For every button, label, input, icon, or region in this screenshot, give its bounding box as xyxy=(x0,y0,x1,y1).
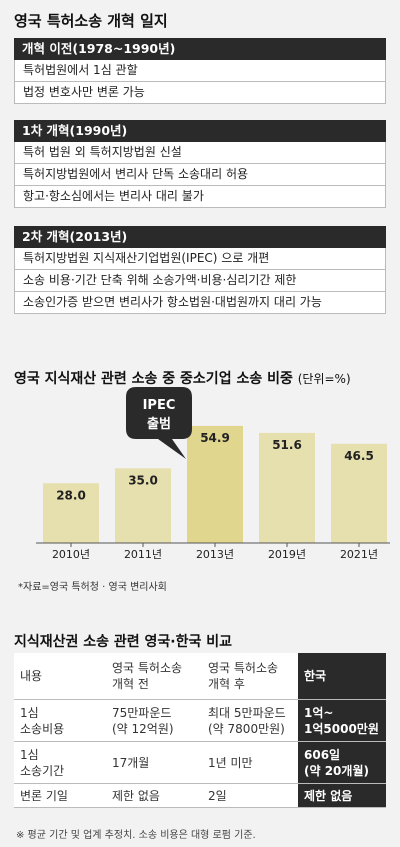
chart-title-text: 영국 지식재산 관련 소송 중 중소기업 소송 비중 xyxy=(14,371,293,387)
bar-value-label: 51.6 xyxy=(272,438,302,452)
bar-2019년 xyxy=(259,432,315,543)
table-cell: 606일 (약 20개월) xyxy=(298,741,386,784)
table-header-cell: 내용 xyxy=(14,653,106,700)
history-item: 특허지방법원 지식재산기업법원(IPEC) 으로 개편 xyxy=(14,248,386,270)
history-item: 항고·항소심에서는 변리사 대리 불가 xyxy=(14,186,386,208)
history-item: 특허 법원 외 특허지방법원 신설 xyxy=(14,142,386,164)
comparison-title: 지식재산권 소송 관련 영국·한국 비교 xyxy=(14,634,233,650)
bar-2013년 xyxy=(187,425,243,543)
history-item: 소송인가증 받으면 변리사가 항소법원·대법원까지 대리 가능 xyxy=(14,292,386,314)
table-row: 1심 소송비용 75만파운드 (약 12억원) 최대 5만파운드 (약 7800만원) 1억… xyxy=(14,699,386,742)
table-cell: 최대 5만파운드 (약 7800만원) xyxy=(202,699,298,742)
history-item: 특허법원에서 1심 관할 xyxy=(14,60,386,82)
bar-2010년 xyxy=(43,483,99,543)
table-cell: 75만파운드 (약 12억원) xyxy=(106,699,202,742)
x-tick-label: 2013년 xyxy=(196,548,234,561)
table-cell: 1억~ 1억5000만원 xyxy=(298,699,386,742)
history-section-2: 1차 개혁(1990년) 특허 법원 외 특허지방법원 신설 특허지방법원에서 … xyxy=(14,120,386,208)
x-tick-label: 2010년 xyxy=(52,548,90,561)
history-item: 소송 비용·기간 단축 위해 소송가액·비용·심리기간 제한 xyxy=(14,270,386,292)
history-section-3: 2차 개혁(2013년) 특허지방법원 지식재산기업법원(IPEC) 으로 개편… xyxy=(14,226,386,314)
bar-value-label: 54.9 xyxy=(200,431,230,445)
comparison-table: 내용 영국 특허소송 개혁 전 영국 특허소송 개혁 후 한국 1심 소송비용 75만파운드 (약… xyxy=(14,653,386,808)
table-header-row: 내용 영국 특허소송 개혁 전 영국 특허소송 개혁 후 한국 xyxy=(14,653,386,700)
x-tick-label: 2019년 xyxy=(268,548,306,561)
x-tick-label: 2021년 xyxy=(340,548,378,561)
table-header-cell: 영국 특허소송 개혁 전 xyxy=(106,653,202,700)
table-row: 1심 소송기간 17개월 1년 미만 606일 (약 20개월) xyxy=(14,741,386,784)
section-header: 1차 개혁(1990년) xyxy=(14,120,386,142)
x-tick-label: 2011년 xyxy=(124,548,162,561)
history-item: 법정 변호사만 변론 가능 xyxy=(14,82,386,104)
chart-source: *자료=영국 특허청 · 영국 변리사회 xyxy=(18,582,167,593)
table-cell: 17개월 xyxy=(106,741,202,784)
callout-text-line1: IPEC xyxy=(143,398,176,413)
table-cell: 1년 미만 xyxy=(202,741,298,784)
chart-unit: (단위=%) xyxy=(297,372,351,386)
table-row: 변론 기일 제한 없음 2일 제한 없음 xyxy=(14,783,386,808)
history-item: 특허지방법원에서 변리사 단독 소송대리 허용 xyxy=(14,164,386,186)
comparison-footnote: ※ 평균 기간 및 업계 추정치. 소송 비용은 대형 로펌 기준. xyxy=(16,830,256,841)
bar-chart: 28.0 2010년 35.0 2011년 54.9 2013년 51.6 2019년 46.5… xyxy=(36,387,390,561)
table-cell: 1심 소송기간 xyxy=(14,741,106,784)
table-cell: 제한 없음 xyxy=(298,783,386,808)
table-header-cell: 한국 xyxy=(298,653,386,700)
callout-text-line2: 출범 xyxy=(147,416,171,432)
section-header: 개혁 이전(1978~1990년) xyxy=(14,38,386,60)
table-cell: 1심 소송비용 xyxy=(14,699,106,742)
bar-2021년 xyxy=(331,443,387,543)
table-cell: 변론 기일 xyxy=(14,783,106,808)
bar-2011년 xyxy=(115,468,171,543)
table-cell: 제한 없음 xyxy=(106,783,202,808)
history-title: 영국 특허소송 개혁 일지 xyxy=(14,12,168,30)
bar-value-label: 46.5 xyxy=(344,449,374,463)
bar-value-label: 35.0 xyxy=(128,473,158,487)
table-cell: 2일 xyxy=(202,783,298,808)
history-section-1: 개혁 이전(1978~1990년) 특허법원에서 1심 관할 법정 변호사만 변… xyxy=(14,38,386,104)
section-header: 2차 개혁(2013년) xyxy=(14,226,386,248)
table-header-cell: 영국 특허소송 개혁 후 xyxy=(202,653,298,700)
bar-value-label: 28.0 xyxy=(56,488,86,502)
callout-bubble xyxy=(126,387,192,459)
chart-title: 영국 지식재산 관련 소송 중 중소기업 소송 비중 (단위=%) xyxy=(14,368,351,388)
